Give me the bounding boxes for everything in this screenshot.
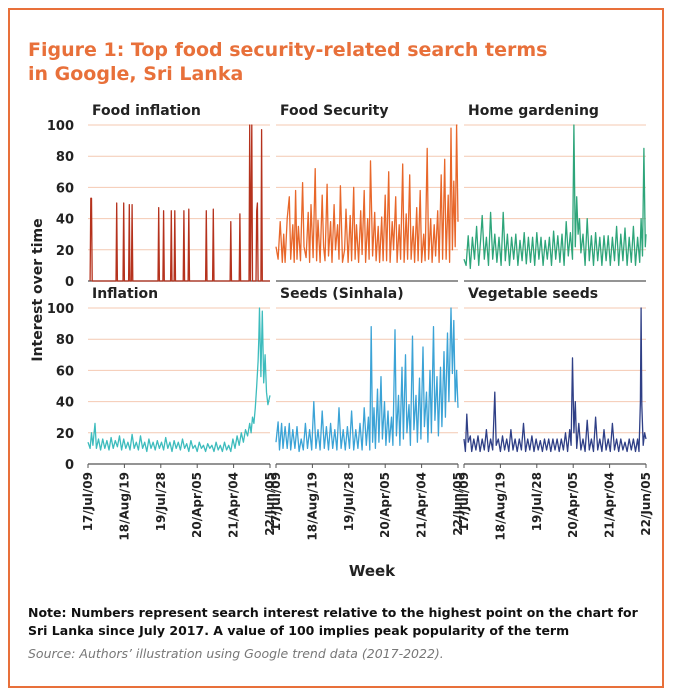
x-axis-label: Week bbox=[349, 562, 396, 580]
y-tick-label: 80 bbox=[56, 150, 74, 165]
panel-vegetable-seeds: Vegetable seeds 17/Jul/09 18/Aug/19 19/Jul/… bbox=[457, 286, 653, 541]
panel-home-gardening: Home gardening bbox=[463, 103, 647, 282]
x-tick-label: 18/Aug/19 bbox=[493, 472, 507, 541]
figure-frame bbox=[8, 8, 664, 688]
x-tick-label: 18/Aug/19 bbox=[305, 472, 319, 541]
x-tick-label: 19/Jul/28 bbox=[342, 472, 356, 531]
panel-title: Seeds (Sinhala) bbox=[280, 286, 404, 302]
series-line-home-gardening bbox=[463, 124, 647, 270]
y-tick-label: 0 bbox=[65, 458, 74, 473]
series-line-inflation bbox=[87, 307, 271, 453]
panel-inflation: Inflation 0 20 40 60 80 100 17/Jul/09 18/Aug/19 1… bbox=[47, 286, 277, 541]
x-tick-label: 22/Jun/05 bbox=[263, 472, 277, 536]
panel-food-inflation: Food inflation 0 20 40 60 80 100 bbox=[47, 103, 270, 290]
x-tick-label: 21/Apr/04 bbox=[603, 472, 617, 538]
source-note: Source: Authors’ illustration using Goog… bbox=[28, 646, 444, 661]
panel-seeds-sinhala: Seeds (Sinhala) 17/Jul/09 18/Aug/19 19/Jul/… bbox=[269, 286, 465, 541]
series-line-food-inflation bbox=[89, 124, 270, 282]
y-tick-label: 100 bbox=[47, 302, 74, 317]
y-tick-label: 80 bbox=[56, 333, 74, 348]
x-tick-label: 21/Apr/04 bbox=[415, 472, 429, 538]
x-tick-label: 17/Jul/09 bbox=[457, 472, 471, 531]
panel-food-security: Food Security bbox=[275, 103, 459, 282]
x-tick-label: 22/Jun/05 bbox=[639, 472, 653, 536]
y-tick-label: 40 bbox=[56, 213, 74, 228]
figure-title-line1: Figure 1: Top food security-related sear… bbox=[28, 39, 548, 61]
note: Note: Numbers represent search interest … bbox=[28, 604, 648, 640]
y-tick-label: 60 bbox=[56, 181, 74, 196]
x-tick-label: 18/Aug/19 bbox=[117, 472, 131, 541]
series-line-seeds-sinhala bbox=[275, 307, 459, 453]
y-tick-label: 40 bbox=[56, 396, 74, 411]
panel-title: Inflation bbox=[92, 286, 158, 302]
x-tick-label: 21/Apr/04 bbox=[227, 472, 241, 538]
figure-title: Figure 1: Top food security-related sear… bbox=[28, 38, 547, 86]
note-line1: Note: Numbers represent search interest … bbox=[28, 605, 638, 620]
panels-group: Food inflation 0 20 40 60 80 100 Food Security H… bbox=[47, 103, 653, 541]
note-line2: Sri Lanka since July 2017. A value of 10… bbox=[28, 623, 570, 638]
y-tick-label: 100 bbox=[47, 119, 74, 134]
y-tick-label: 60 bbox=[56, 364, 74, 379]
x-tick-label: 17/Jul/09 bbox=[81, 472, 95, 531]
series-line-vegetable-seeds bbox=[463, 307, 647, 453]
panel-title: Home gardening bbox=[468, 103, 599, 119]
series-line-food-security bbox=[275, 124, 459, 263]
x-tick-label: 19/Jul/28 bbox=[530, 472, 544, 531]
x-tick-label: 22/Jun/05 bbox=[451, 472, 465, 536]
x-tick-label: 20/Apr/05 bbox=[190, 472, 204, 538]
small-multiples-chart: Interest over time Week Food inflation 0 2… bbox=[30, 103, 653, 580]
x-tick-label: 20/Apr/05 bbox=[566, 472, 580, 538]
y-tick-label: 20 bbox=[56, 244, 74, 259]
panel-title: Vegetable seeds bbox=[468, 286, 598, 302]
x-tick-label: 17/Jul/09 bbox=[269, 472, 283, 531]
figure-title-line2: in Google, Sri Lanka bbox=[28, 63, 244, 85]
x-tick-label: 19/Jul/28 bbox=[154, 472, 168, 531]
x-tick-label: 20/Apr/05 bbox=[378, 472, 392, 538]
y-tick-label: 0 bbox=[65, 275, 74, 290]
panel-title: Food inflation bbox=[92, 103, 201, 119]
y-axis-label: Interest over time bbox=[30, 218, 46, 361]
y-tick-label: 20 bbox=[56, 427, 74, 442]
panel-title: Food Security bbox=[280, 103, 389, 119]
